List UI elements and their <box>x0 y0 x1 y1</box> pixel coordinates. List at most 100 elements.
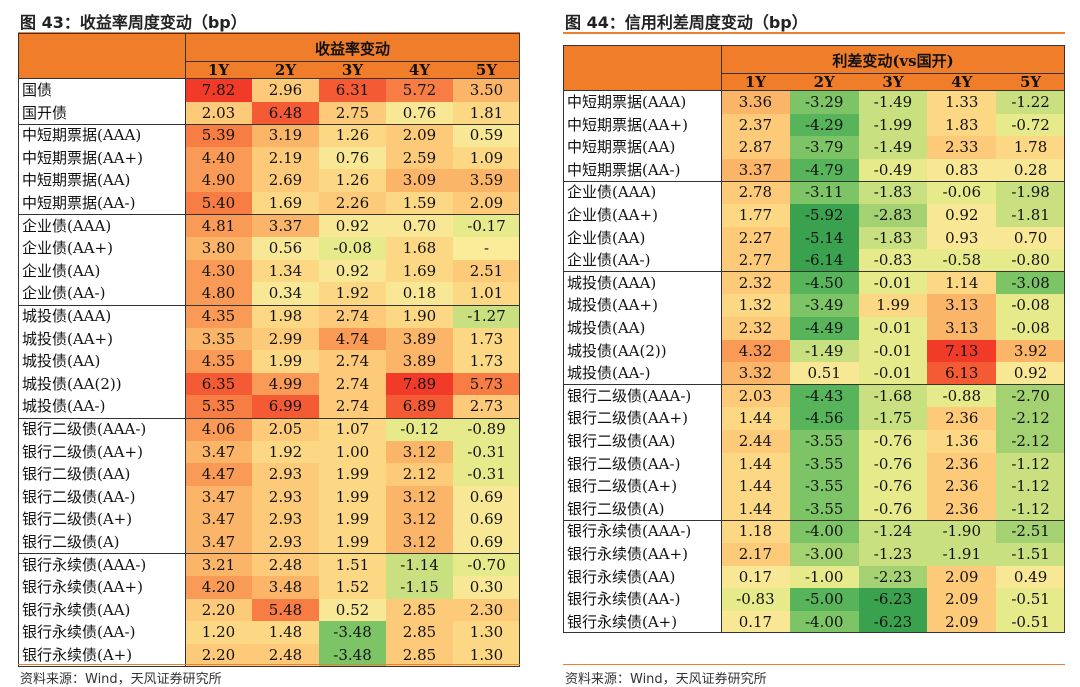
value-cell: 2.37 <box>721 113 790 137</box>
value-cell: 5.35 <box>185 395 252 418</box>
value-cell: 0.30 <box>453 576 520 599</box>
value-cell: 5.72 <box>386 79 453 102</box>
value-cell: -1.27 <box>453 305 520 328</box>
value-cell: 1.78 <box>996 136 1065 159</box>
value-cell: 1.52 <box>319 576 386 599</box>
value-cell: -3.55 <box>789 497 859 521</box>
value-cell: 3.47 <box>185 508 252 531</box>
value-cell: -0.01 <box>858 317 928 340</box>
table-row: 中短期票据(AA+) 2.37 -4.29 -1.99 1.83 -0.72 <box>563 113 1065 137</box>
value-cell: -0.08 <box>996 294 1065 317</box>
value-cell: -0.31 <box>453 463 520 486</box>
column-header-2y: 2Y <box>274 61 297 79</box>
value-cell: -1.24 <box>858 520 928 543</box>
value-cell: 1.00 <box>319 440 386 464</box>
value-cell: 2.09 <box>386 124 453 147</box>
value-cell: 2.32 <box>721 317 790 340</box>
value-cell: 3.47 <box>185 440 252 464</box>
row-label: 银行永续债(AAA-) <box>22 555 147 574</box>
value-cell: -3.55 <box>789 475 859 498</box>
table-row: 银行二级债(AA-) 3.47 2.93 1.99 3.12 0.69 <box>18 485 520 509</box>
value-cell: 2.30 <box>453 598 520 622</box>
row-label: 中短期票据(AA) <box>22 171 131 190</box>
value-cell: 3.12 <box>386 440 453 464</box>
value-cell: 3.12 <box>386 485 453 509</box>
row-label: 城投债(AA+) <box>567 296 658 315</box>
value-cell: -1.68 <box>858 384 928 408</box>
value-cell: -1.51 <box>996 543 1065 566</box>
value-cell: 2.03 <box>721 384 790 408</box>
value-cell: -1.91 <box>927 543 997 566</box>
value-cell: 0.92 <box>927 204 997 227</box>
value-cell: 2.48 <box>252 644 319 667</box>
table-row: 企业债(AAA) 4.81 3.37 0.92 0.70 -0.17 <box>18 214 520 238</box>
value-cell: 2.87 <box>721 136 790 159</box>
row-label: 银行永续债(AA-) <box>567 590 681 609</box>
row-label: 中短期票据(AAA) <box>567 93 687 111</box>
row-label: 城投债(AA+) <box>22 329 113 348</box>
value-cell: 0.28 <box>996 158 1065 182</box>
value-cell: 2.03 <box>185 101 252 125</box>
value-cell: 3.47 <box>185 485 252 509</box>
table-row: 城投债(AAA) 2.32 -4.50 -0.01 1.14 -3.08 <box>563 271 1065 295</box>
table-row: 城投债(AA-) 5.35 6.99 2.74 6.89 2.73 <box>18 395 520 418</box>
table-row: 企业债(AA+) 3.80 0.56 -0.08 1.68- <box>18 237 520 260</box>
value-cell: 4.90 <box>185 169 252 192</box>
group-divider <box>563 271 1065 273</box>
value-cell: 2.36 <box>927 452 997 476</box>
value-cell: 0.49 <box>996 565 1065 589</box>
value-cell: 0.59 <box>453 124 520 147</box>
row-label: 银行永续债(AA) <box>22 600 131 619</box>
value-cell: 1.90 <box>386 305 453 328</box>
value-cell: -4.00 <box>789 610 859 634</box>
table-row: 城投债(AA+) 3.35 2.99 4.74 3.89 1.73 <box>18 327 520 351</box>
value-cell: 0.92 <box>319 259 386 283</box>
value-cell: 2.69 <box>252 169 319 192</box>
value-cell: 3.92 <box>996 339 1065 363</box>
value-cell: 2.20 <box>185 644 252 667</box>
value-cell: -1.98 <box>996 181 1065 204</box>
value-cell: -3.48 <box>319 644 386 667</box>
value-cell: -3.55 <box>789 430 859 453</box>
row-label: 银行二级债(AAA-) <box>567 386 692 405</box>
value-cell: 0.56 <box>252 237 319 260</box>
value-cell: 2.09 <box>927 565 997 589</box>
value-cell: 2.09 <box>927 610 997 634</box>
value-cell: 1.77 <box>721 204 790 227</box>
group-divider <box>18 417 520 419</box>
value-cell: -0.51 <box>996 610 1065 634</box>
row-label: 企业债(AA-) <box>567 251 651 270</box>
value-cell: -1.00 <box>789 565 859 589</box>
value-cell: 4.80 <box>185 282 252 305</box>
row-label: 银行永续债(AA-) <box>22 623 136 642</box>
value-cell: 3.59 <box>453 169 520 192</box>
value-cell: 0.34 <box>252 282 319 305</box>
value-cell: 2.26 <box>319 192 386 215</box>
row-label: 企业债(AAA) <box>22 216 112 235</box>
footer-rule <box>563 664 1065 665</box>
value-cell: 4.99 <box>252 372 319 396</box>
header-title: 收益率变动 <box>314 40 390 58</box>
row-label: 城投债(AAA) <box>567 273 657 292</box>
row-label: 银行二级债(A+) <box>567 477 678 496</box>
value-cell: 0.51 <box>789 362 859 385</box>
value-cell: -1.49 <box>858 136 928 159</box>
value-cell: 2.75 <box>319 101 386 125</box>
value-cell: 1.92 <box>319 282 386 305</box>
value-cell: -0.76 <box>858 430 928 453</box>
row-label: 银行永续债(AA+) <box>22 578 143 597</box>
value-cell: -4.00 <box>789 520 859 543</box>
value-cell: 1.99 <box>319 485 386 509</box>
value-cell: 4.47 <box>185 463 252 486</box>
value-cell: 1.73 <box>453 327 520 351</box>
value-cell: -2.12 <box>996 430 1065 453</box>
value-cell: -1.99 <box>858 113 928 137</box>
value-cell: 0.52 <box>319 598 386 622</box>
value-cell: 1.98 <box>252 305 319 328</box>
value-cell: 1.26 <box>319 169 386 192</box>
value-cell: 6.89 <box>386 395 453 418</box>
value-cell: 4.35 <box>185 305 252 328</box>
group-divider <box>18 553 520 555</box>
source-note: 资料来源：Wind，天风证券研究所 <box>565 672 767 687</box>
table-row: 国开债 2.03 6.48 2.75 0.76 1.81 <box>18 101 520 125</box>
